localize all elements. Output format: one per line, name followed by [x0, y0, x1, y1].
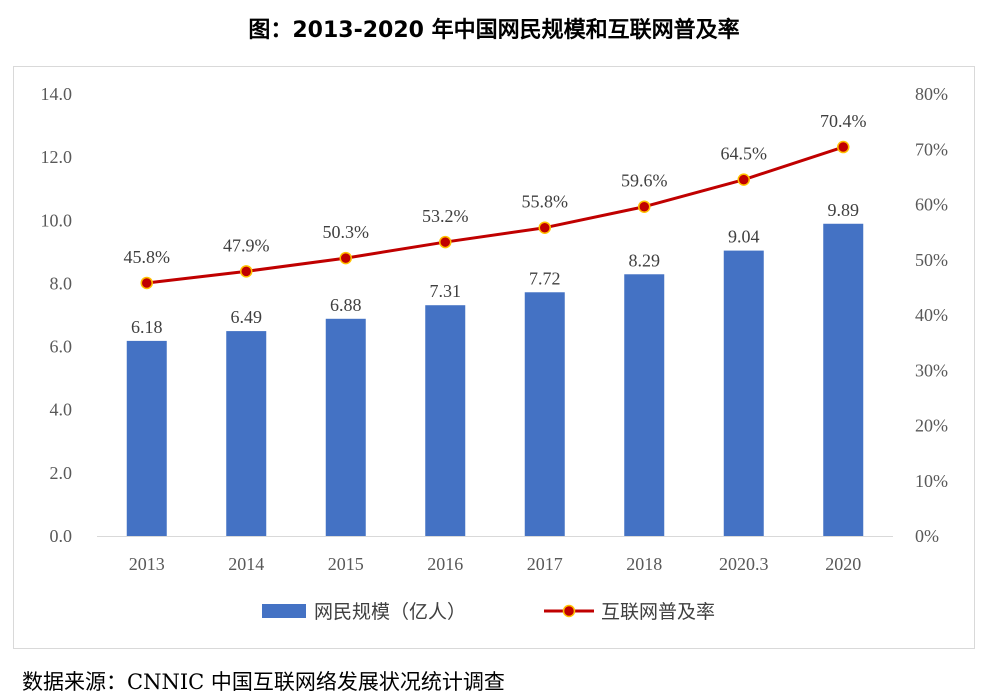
y-right-tick-label: 70% — [915, 139, 948, 159]
bar — [425, 305, 466, 536]
bar-value-label: 6.49 — [231, 307, 263, 327]
legend-line-marker — [562, 604, 576, 618]
bar-value-label: 7.72 — [529, 268, 561, 288]
y-left-tick-label: 12.0 — [41, 147, 73, 167]
y-left-tick-label: 10.0 — [41, 210, 73, 230]
bar-value-label: 6.18 — [131, 317, 163, 337]
y-left-tick-label: 14.0 — [41, 84, 73, 104]
line-marker — [439, 235, 452, 249]
y-right-tick-label: 10% — [915, 471, 948, 491]
line-value-label: 50.3% — [323, 222, 370, 242]
y-right-tick-label: 60% — [915, 195, 948, 215]
x-tick-label: 2013 — [129, 554, 165, 574]
x-tick-label: 2018 — [626, 554, 662, 574]
bar — [226, 331, 267, 536]
bar-value-label: 6.88 — [330, 295, 362, 315]
line-marker — [638, 200, 651, 213]
bar — [325, 318, 366, 536]
line-marker — [140, 276, 153, 290]
legend-bar-swatch — [262, 604, 306, 618]
bar — [624, 274, 665, 536]
y-left-tick-label: 2.0 — [50, 463, 73, 483]
line-marker — [240, 265, 253, 278]
y-right-tick-label: 50% — [915, 250, 948, 270]
bar — [823, 223, 864, 536]
line-marker — [737, 173, 750, 186]
bar-value-label: 9.04 — [728, 227, 760, 247]
x-tick-label: 2015 — [328, 554, 364, 574]
line-value-label: 53.2% — [422, 206, 469, 226]
y-right-tick-label: 40% — [915, 305, 948, 325]
line-value-label: 47.9% — [223, 235, 270, 255]
legend-line-label: 互联网普及率 — [601, 601, 715, 623]
x-tick-label: 2020.3 — [719, 554, 769, 574]
bar — [723, 250, 764, 536]
y-right-tick-label: 0% — [915, 526, 939, 546]
x-tick-label: 2017 — [527, 554, 563, 574]
line-value-label: 70.4% — [820, 111, 867, 131]
line-value-label: 64.5% — [721, 144, 768, 164]
chart-frame — [13, 66, 975, 649]
x-tick-label: 2020 — [825, 554, 861, 574]
line-series-path — [146, 145, 844, 285]
y-right-tick-label: 80% — [915, 84, 948, 104]
bar-value-label: 8.29 — [629, 250, 661, 270]
bar — [524, 292, 565, 536]
legend-bar-label: 网民规模（亿人） — [314, 601, 466, 623]
line-marker — [837, 140, 850, 154]
y-left-tick-label: 6.0 — [50, 337, 73, 357]
line-marker — [339, 251, 352, 265]
y-right-tick-label: 30% — [915, 360, 948, 380]
source-note: 数据来源：CNNIC 中国互联网络发展状况统计调查 — [22, 670, 505, 694]
bar-value-label: 7.31 — [430, 281, 462, 301]
line-value-label: 45.8% — [124, 247, 171, 267]
line-value-label: 55.8% — [522, 192, 569, 212]
chart-title: 图：2013-2020 年中国网民规模和互联网普及率 — [248, 18, 740, 43]
line-value-label: 59.6% — [621, 171, 668, 191]
y-right-tick-label: 20% — [915, 416, 948, 436]
x-tick-label: 2016 — [427, 554, 463, 574]
x-tick-label: 2014 — [228, 554, 264, 574]
chart-canvas: 0.0 2.0 4.0 6.0 8.0 10.0 12.0 14.0 0% 10% 20% 30% 40… — [41, 84, 949, 623]
bar — [126, 340, 167, 536]
y-left-tick-label: 8.0 — [50, 273, 73, 293]
y-left-tick-label: 4.0 — [50, 400, 73, 420]
bar-value-label: 9.89 — [828, 200, 860, 220]
line-marker — [538, 221, 551, 234]
y-left-tick-label: 0.0 — [50, 526, 73, 546]
